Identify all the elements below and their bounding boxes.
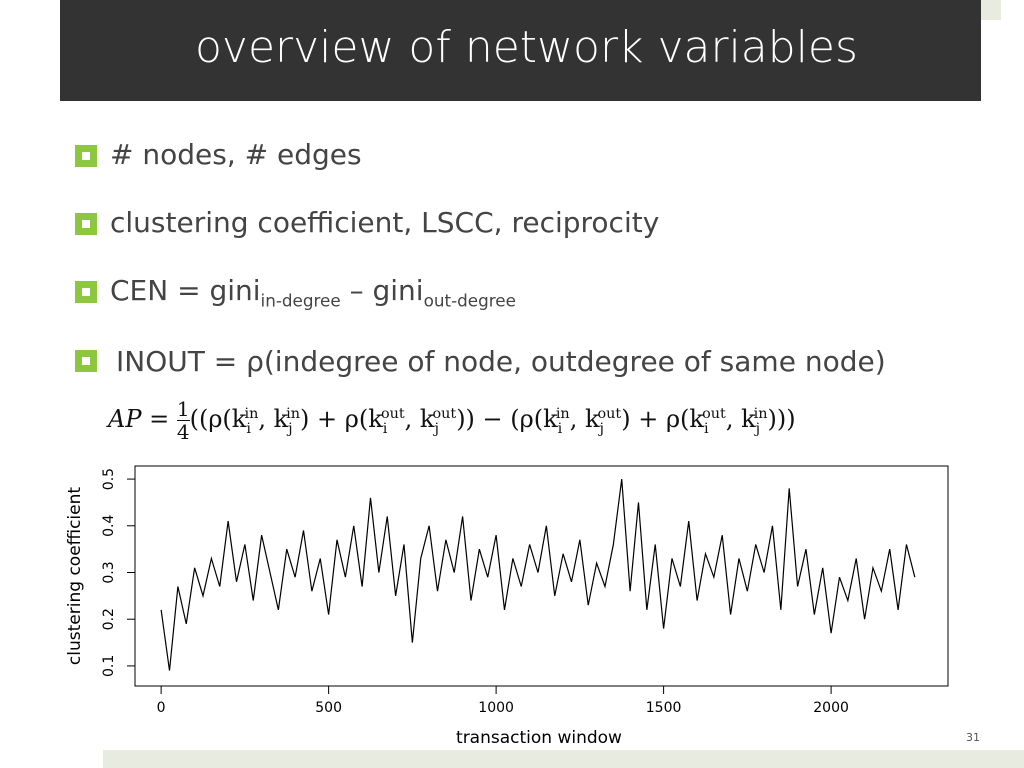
subscript: out-degree bbox=[423, 290, 516, 311]
bullet-text: clustering coefficient, LSCC, reciprocit… bbox=[110, 206, 660, 239]
formula-subscript: j bbox=[755, 420, 761, 437]
y-tick-label: 0.4 bbox=[101, 515, 117, 537]
formula-text: ) + ρ(k bbox=[621, 405, 704, 433]
bullet: CEN = giniin-degree – giniout-degree bbox=[110, 272, 940, 320]
formula-text: , k bbox=[725, 405, 756, 433]
formula-superscript: out bbox=[597, 406, 622, 422]
formula-subscript: i bbox=[703, 420, 709, 437]
bullet-text: – gini bbox=[340, 274, 424, 307]
x-tick-label: 1500 bbox=[646, 700, 682, 716]
numerator: 1 bbox=[176, 397, 190, 421]
y-tick-label: 0.1 bbox=[101, 655, 117, 677]
formula-superscript: in bbox=[753, 406, 768, 422]
bullet-text: INOUT = ρ(indegree of node, outdegree of… bbox=[116, 345, 886, 378]
x-tick-label: 0 bbox=[157, 700, 166, 716]
formula-superscript: out bbox=[702, 406, 726, 422]
formula-text: , k bbox=[569, 405, 600, 433]
formula-text: , k bbox=[258, 405, 289, 433]
bullet: clustering coefficient, LSCC, reciprocit… bbox=[110, 204, 940, 242]
formula-text: ))) bbox=[767, 405, 796, 433]
footer-bar bbox=[103, 750, 1024, 768]
formula-rest: ((ρ(kiin, kjin) + ρ(kiout, kjout)) − (ρ(… bbox=[189, 405, 796, 437]
formula-subscript: j bbox=[434, 420, 439, 437]
formula-text: ) + ρ(k bbox=[300, 405, 383, 433]
formula-subscript: i bbox=[246, 420, 251, 437]
data-line bbox=[160, 479, 916, 671]
bullet: # nodes, # edges bbox=[110, 136, 940, 174]
formula-subscript: j bbox=[599, 420, 604, 437]
bullet-icon bbox=[75, 145, 97, 167]
y-axis-label: clustering coefficient bbox=[65, 487, 85, 665]
x-tick-label: 500 bbox=[315, 700, 342, 716]
formula: AP = 1 4 ((ρ(kiin, kjin) + ρ(kiout, kjout)… bbox=[108, 398, 796, 443]
formula-text: )) − (ρ(k bbox=[456, 405, 558, 433]
formula-superscript: out bbox=[380, 406, 405, 422]
bullet-text: CEN = gini bbox=[110, 274, 261, 307]
y-tick-label: 0.3 bbox=[101, 561, 117, 583]
subscript: in-degree bbox=[260, 290, 341, 311]
bullet-icon bbox=[75, 213, 97, 235]
formula-superscript: in bbox=[555, 406, 570, 422]
formula-subscript: i bbox=[382, 420, 388, 437]
formula-text: AP = bbox=[108, 405, 177, 433]
corner-decoration bbox=[981, 0, 1001, 20]
bullet-icon bbox=[75, 281, 97, 303]
x-tick-label: 1000 bbox=[478, 700, 514, 716]
bullet-icon bbox=[75, 350, 97, 372]
page-number: 31 bbox=[966, 731, 980, 744]
title-bar bbox=[60, 0, 981, 101]
formula-text: ((ρ(k bbox=[189, 405, 247, 433]
formula-superscript: out bbox=[432, 406, 457, 422]
y-tick-label: 0.5 bbox=[101, 468, 117, 490]
formula-superscript: in bbox=[244, 406, 259, 422]
formula-subscript: i bbox=[557, 420, 563, 437]
y-tick-label: 0.2 bbox=[101, 608, 117, 630]
bullet: INOUT = ρ(indegree of node, outdegree of… bbox=[116, 343, 946, 381]
formula-subscript: j bbox=[288, 420, 293, 437]
bullet-text: # nodes, # edges bbox=[110, 138, 362, 171]
formula-superscript: in bbox=[286, 406, 301, 422]
x-tick-label: 2000 bbox=[813, 700, 849, 716]
slide-title: overview of network variables bbox=[195, 22, 858, 73]
denominator: 4 bbox=[176, 420, 190, 444]
x-axis-label: transaction window bbox=[456, 728, 622, 748]
formula-text: , k bbox=[404, 405, 435, 433]
